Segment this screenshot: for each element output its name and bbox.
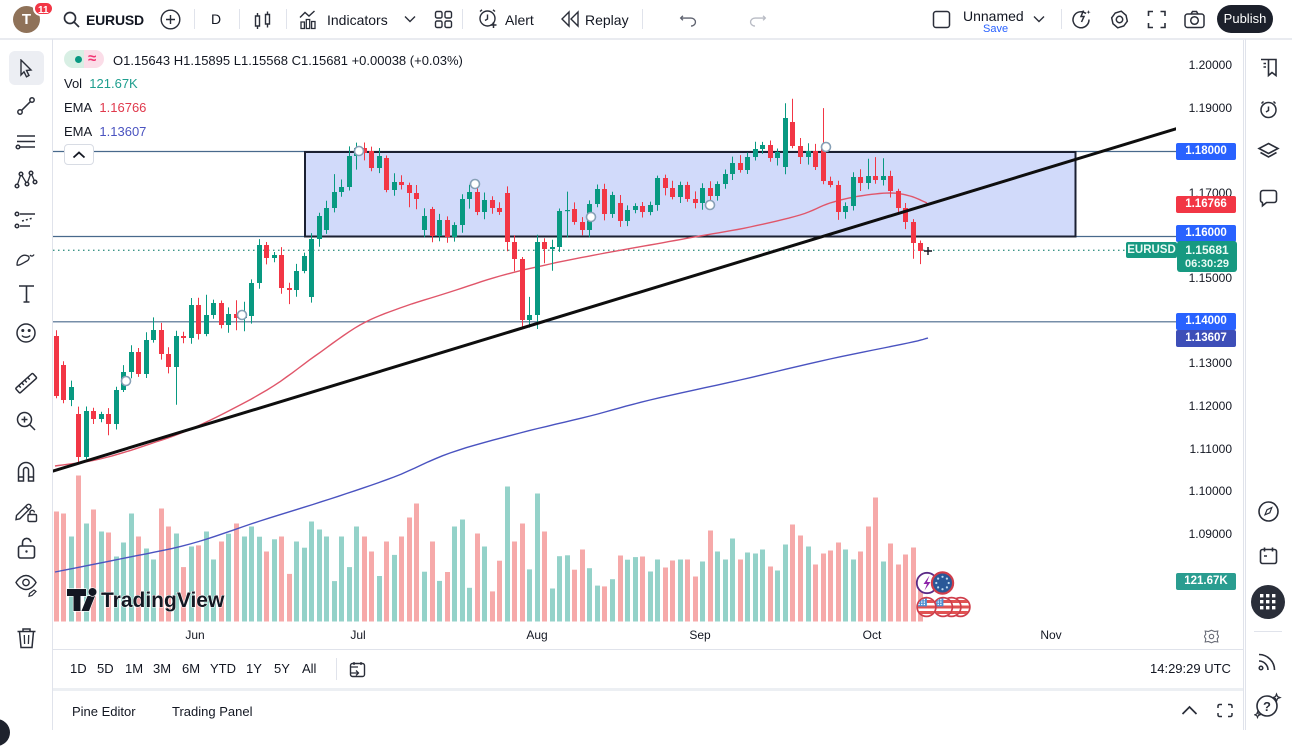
svg-text:?: ? (1263, 699, 1271, 714)
svg-text:TradingView: TradingView (101, 589, 225, 612)
